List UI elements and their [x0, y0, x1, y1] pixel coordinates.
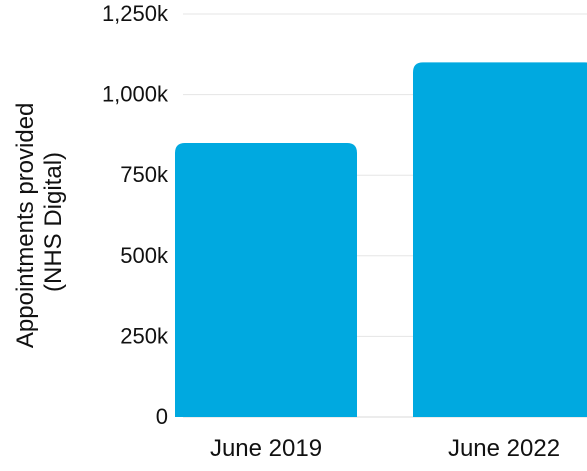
y-axis-label: Appointments provided (NHS Digital) [12, 96, 67, 348]
x-axis-categories: June 2019 June 2022 [210, 435, 560, 462]
y-tick-label: 1,250k [102, 1, 169, 26]
x-category-label: June 2022 [448, 435, 560, 462]
bars [175, 62, 587, 417]
y-axis-label-line-2: (NHS Digital) [40, 152, 67, 292]
bar [413, 62, 587, 417]
y-tick-label: 1,000k [102, 82, 169, 107]
y-axis-label-line-1: Appointments provided [12, 103, 39, 348]
y-tick-label: 0 [156, 404, 168, 429]
y-tick-label: 500k [120, 243, 169, 268]
x-category-label: June 2019 [210, 435, 322, 462]
y-tick-label: 250k [120, 323, 169, 348]
y-axis-ticks: 0 250k 500k 750k 1,000k 1,250k [102, 1, 169, 429]
y-tick-label: 750k [120, 162, 169, 187]
bar [175, 142, 357, 417]
